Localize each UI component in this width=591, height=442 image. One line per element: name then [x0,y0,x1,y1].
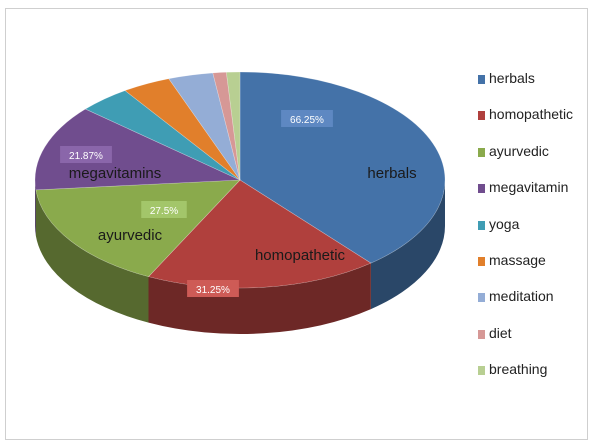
legend-label: meditation [489,288,554,304]
value-label-ayurvedic: 27.5% [150,206,178,217]
legend-swatch [478,148,485,157]
legend-swatch [478,330,485,339]
legend-item-herbals: herbals [470,70,585,106]
legend-label: massage [489,252,546,268]
legend-item-breathing: breathing [470,361,585,397]
legend-item-homopathetic: homopathetic [470,106,585,142]
slice-label-megavitamin: megavitamins [69,165,162,182]
legend-item-ayurvedic: ayurvedic [470,143,585,179]
value-label-herbals: 66.25% [290,115,324,126]
value-label-homopathetic: 31.25% [196,285,230,296]
legend-swatch [478,111,485,120]
slice-label-homopathetic: homopathetic [255,247,346,264]
legend-swatch [478,75,485,84]
legend-item-yoga: yoga [470,216,585,252]
legend-label: breathing [489,361,547,377]
legend-label: homopathetic [489,106,573,122]
legend-swatch [478,293,485,302]
legend-label: diet [489,325,512,341]
legend-item-megavitamin: megavitamin [470,179,585,215]
legend-item-diet: diet [470,325,585,361]
value-label-megavitamin: 21.87% [69,151,103,162]
legend-label: herbals [489,70,535,86]
slice-label-ayurvedic: ayurvedic [98,227,163,244]
legend-swatch [478,221,485,230]
legend-label: ayurvedic [489,143,549,159]
legend-item-meditation: meditation [470,288,585,324]
legend: herbals homopathetic ayurvedic megavitamin y… [470,70,585,398]
legend-item-massage: massage [470,252,585,288]
legend-swatch [478,257,485,266]
slice-label-herbals: herbals [367,165,416,182]
legend-label: megavitamin [489,179,568,195]
legend-swatch [478,366,485,375]
legend-swatch [478,184,485,193]
legend-label: yoga [489,216,519,232]
